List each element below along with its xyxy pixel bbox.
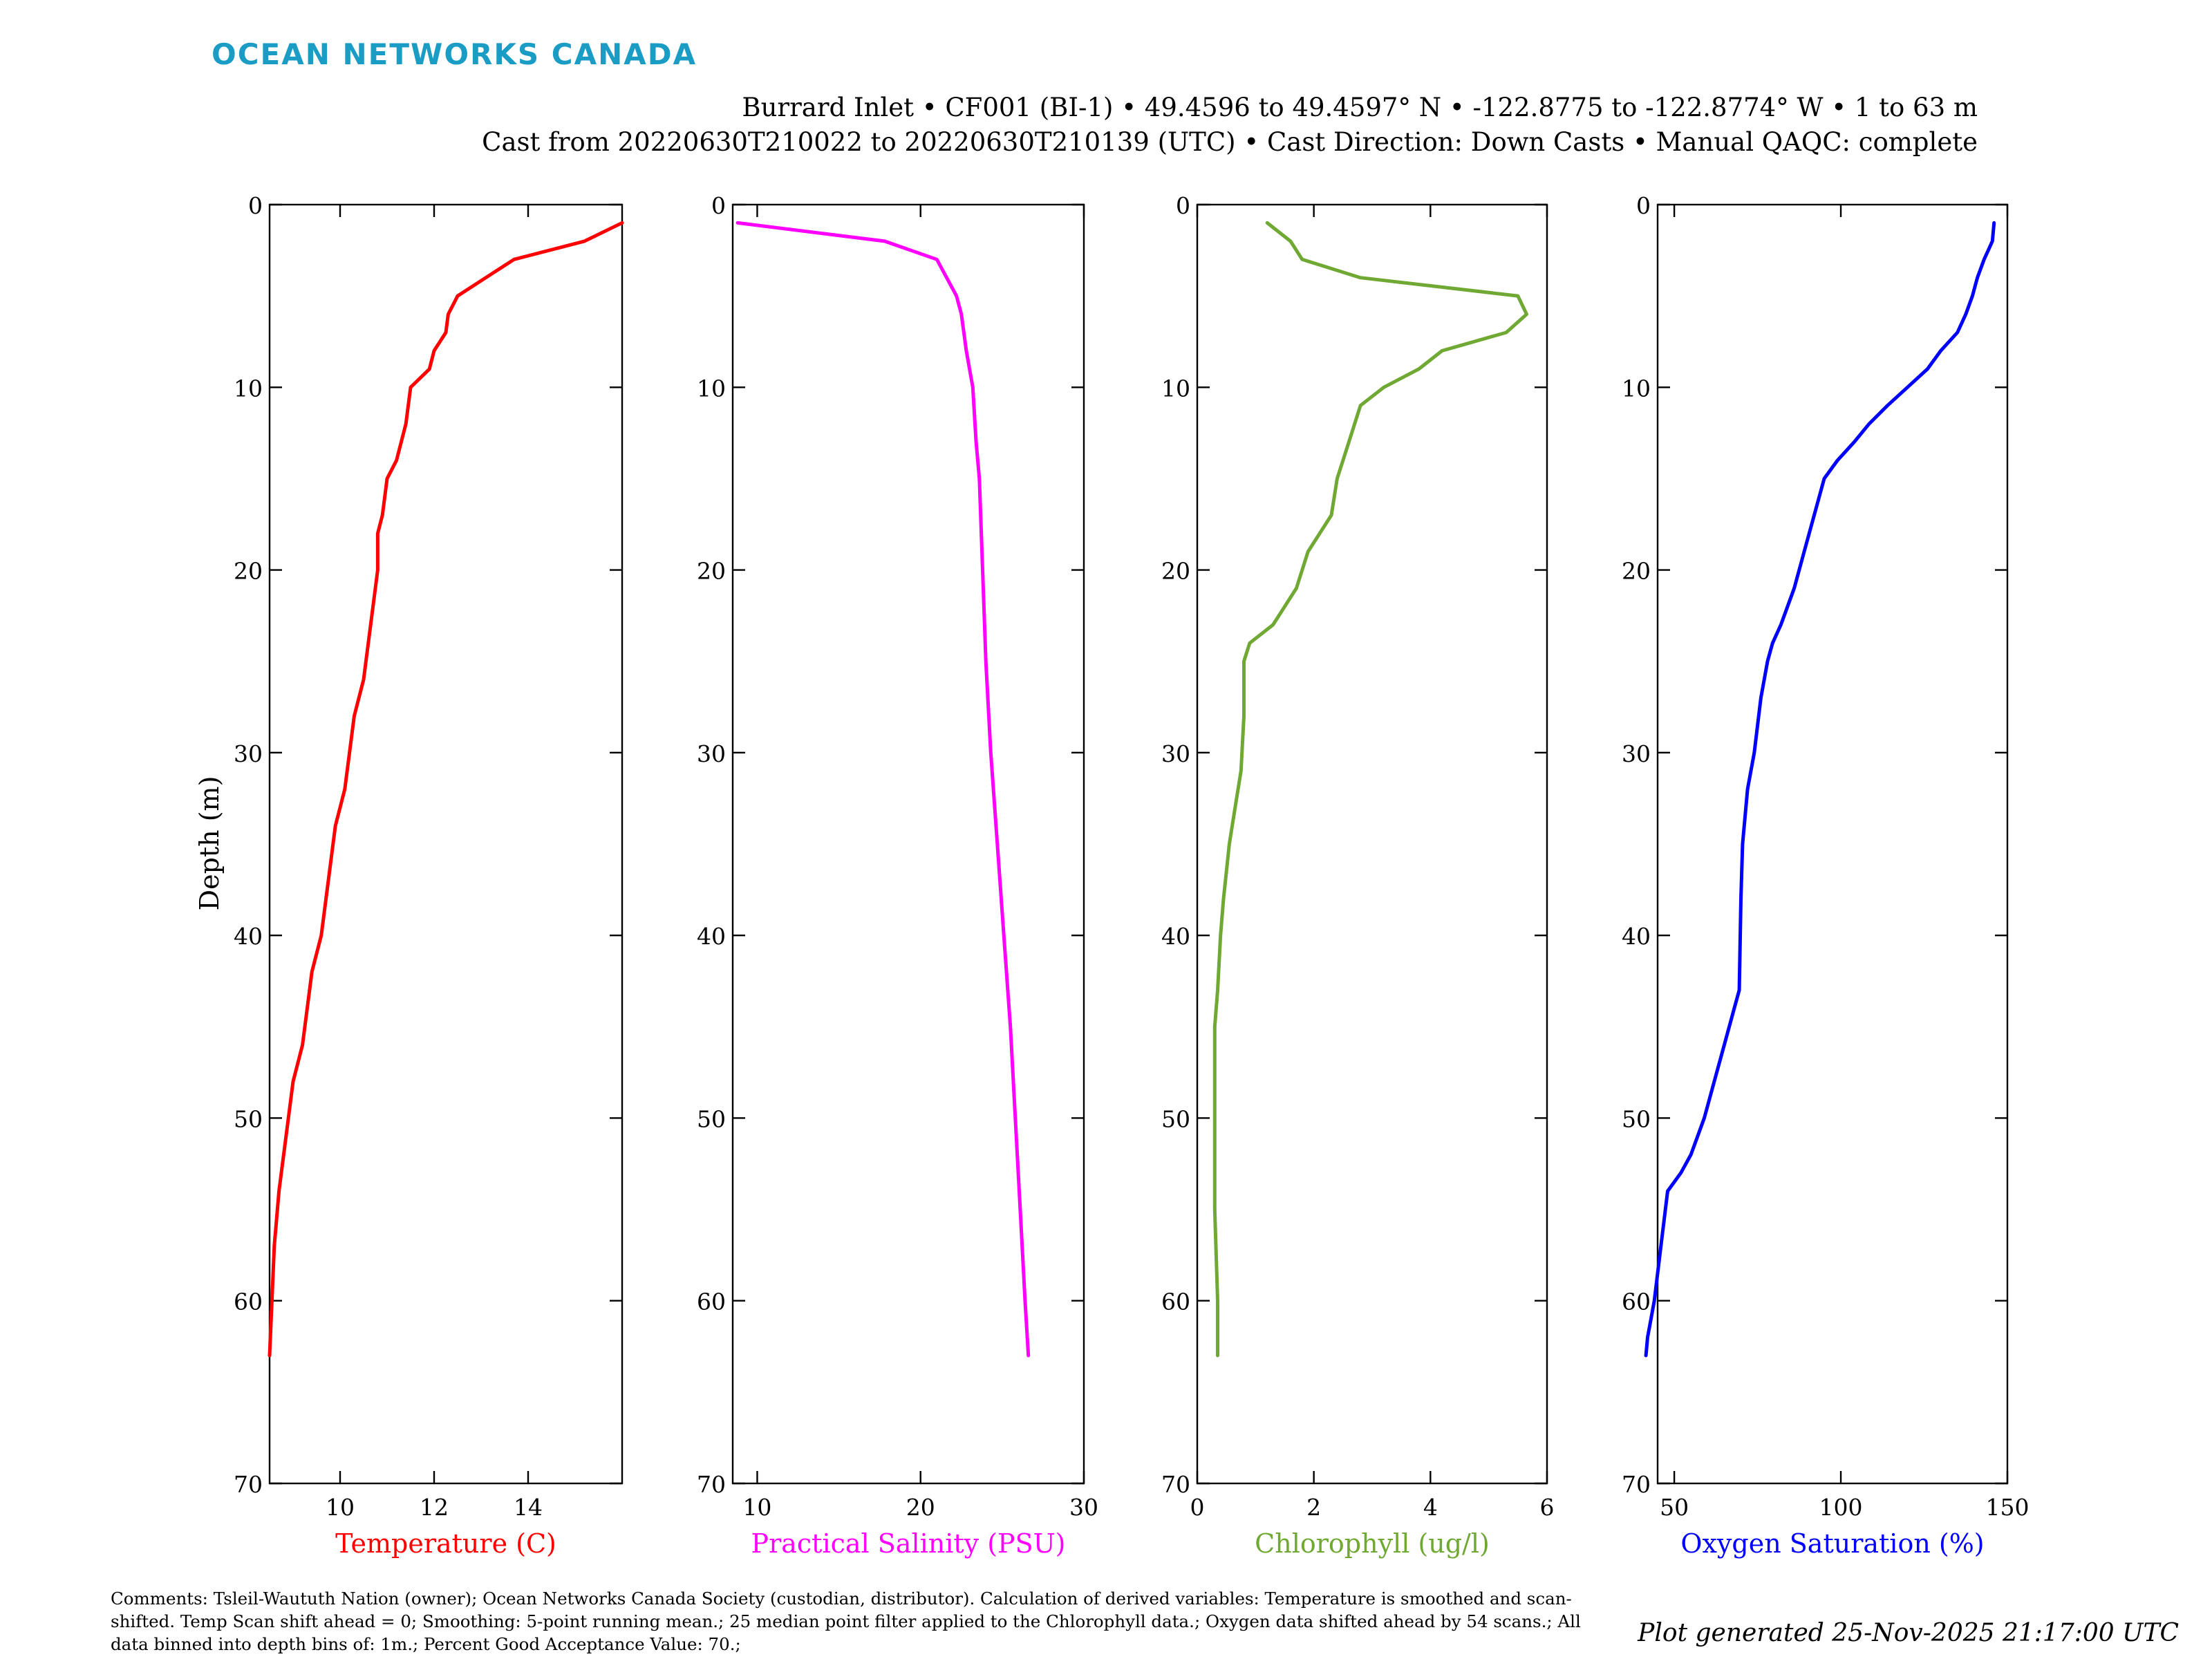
x-tick-label: 2 [1306, 1494, 1321, 1521]
brand-logo: OCEAN NETWORKS CANADA [212, 37, 697, 71]
panel-temperature: 0 10 20 30 40 50 60 70 10 12 14 Temperature (C) [234, 192, 624, 1559]
series-line-salinity [735, 221, 1031, 1358]
x-tick-label: 10 [326, 1494, 355, 1521]
y-tick-label: 70 [1622, 1471, 1651, 1498]
y-tick-label: 20 [234, 558, 263, 585]
y-tick-label: 40 [697, 923, 726, 950]
x-axis-label-salinity: Practical Salinity (PSU) [751, 1528, 1066, 1559]
y-tick-label: 40 [1622, 923, 1651, 950]
x-tick-label: 10 [742, 1494, 771, 1521]
series-line-oxygen [1644, 221, 1996, 1358]
y-tick-label: 10 [697, 375, 726, 402]
y-tick-label: 70 [234, 1471, 263, 1498]
comments-text: Comments: Tsleil-Waututh Nation (owner);… [111, 1588, 1581, 1654]
y-tick-label: 50 [1622, 1105, 1651, 1132]
y-tick-label: 0 [1636, 192, 1651, 219]
x-axis-label-oxygen: Oxygen Saturation (%) [1680, 1528, 1984, 1559]
plot-frame-temperature [268, 203, 624, 1485]
y-tick-label: 10 [1161, 375, 1190, 402]
y-tick-label: 60 [234, 1288, 263, 1315]
y-tick-label: 10 [1622, 375, 1651, 402]
x-tick-label: 6 [1540, 1494, 1555, 1521]
y-tick-label: 20 [1161, 558, 1190, 585]
y-axis-label: Depth (m) [194, 776, 225, 911]
x-tick-label: 150 [1986, 1494, 2030, 1521]
x-axis-label-chlorophyll: Chlorophyll (ug/l) [1255, 1528, 1490, 1559]
series-line-temperature [268, 221, 624, 1358]
y-tick-label: 30 [234, 740, 263, 767]
x-axis-label-temperature: Temperature (C) [335, 1528, 556, 1559]
header-line-1: Burrard Inlet • CF001 (BI-1) • 49.4596 t… [742, 93, 1978, 122]
x-tick-label: 14 [514, 1494, 543, 1521]
x-tick-label: 30 [1069, 1494, 1098, 1521]
plot-generated: Plot generated 25-Nov-2025 21:17:00 UTC [1637, 1619, 2179, 1647]
y-tick-label: 0 [248, 192, 263, 219]
y-tick-label: 20 [1622, 558, 1651, 585]
y-tick-label: 40 [234, 923, 263, 950]
x-tick-label: 12 [420, 1494, 449, 1521]
x-tick-label: 4 [1423, 1494, 1438, 1521]
y-tick-label: 60 [697, 1288, 726, 1315]
y-tick-label: 10 [234, 375, 263, 402]
y-tick-label: 50 [234, 1105, 263, 1132]
y-tick-label: 30 [1622, 740, 1651, 767]
y-tick-label: 20 [697, 558, 726, 585]
y-tick-label: 70 [697, 1471, 726, 1498]
y-tick-label: 0 [1176, 192, 1190, 219]
y-tick-label: 50 [1161, 1105, 1190, 1132]
x-tick-label: 0 [1190, 1494, 1205, 1521]
y-tick-label: 60 [1622, 1288, 1651, 1315]
y-tick-label: 60 [1161, 1288, 1190, 1315]
y-tick-label: 50 [697, 1105, 726, 1132]
y-tick-label: 0 [711, 192, 726, 219]
plot-frame-oxygen [1656, 203, 2009, 1485]
series-line-chlorophyll [1212, 221, 1528, 1358]
y-tick-label: 30 [697, 740, 726, 767]
comments-box: Comments: Tsleil-Waututh Nation (owner);… [111, 1588, 1581, 1654]
x-tick-label: 50 [1660, 1494, 1689, 1521]
x-tick-label: 100 [1819, 1494, 1863, 1521]
x-tick-label: 20 [906, 1494, 935, 1521]
y-tick-label: 30 [1161, 740, 1190, 767]
plot-frame-salinity [731, 203, 1085, 1485]
plot-frame-chlorophyll [1196, 203, 1548, 1485]
header-line-2: Cast from 20220630T210022 to 20220630T21… [482, 127, 1978, 157]
y-tick-label: 70 [1161, 1471, 1190, 1498]
y-tick-label: 40 [1161, 923, 1190, 950]
